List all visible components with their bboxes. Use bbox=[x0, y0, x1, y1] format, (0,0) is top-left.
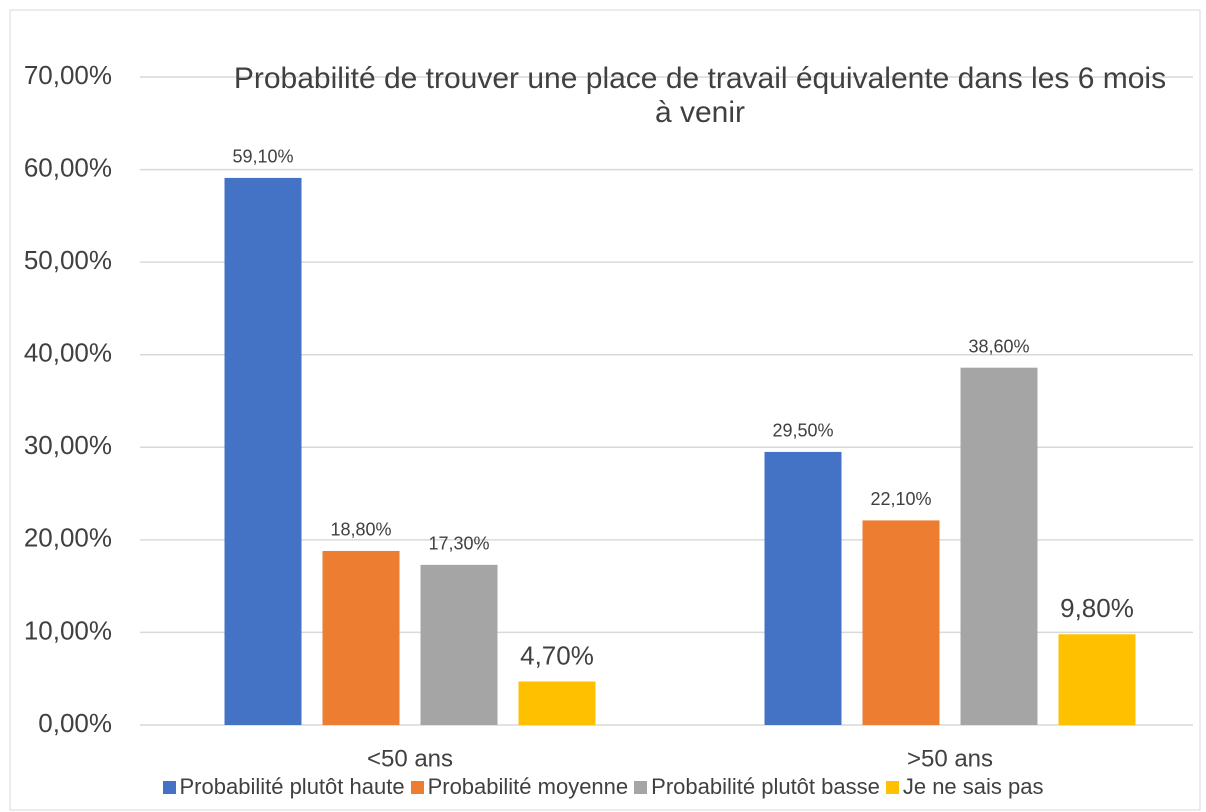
x-tick-label: <50 ans bbox=[367, 745, 453, 772]
data-label: 4,70% bbox=[520, 640, 594, 670]
y-tick-label: 0,00% bbox=[38, 708, 112, 738]
chart-title: Probabilité de trouver une place de trav… bbox=[233, 62, 1167, 129]
data-label: 17,30% bbox=[428, 534, 489, 554]
x-tick-label: >50 ans bbox=[907, 745, 993, 772]
data-label: 22,10% bbox=[870, 489, 931, 509]
data-label: 18,80% bbox=[330, 520, 391, 540]
bar bbox=[420, 564, 498, 725]
legend-swatch bbox=[410, 780, 424, 794]
legend-item: Probabilité plutôt basse bbox=[634, 774, 880, 800]
legend-label: Probabilité plutôt basse bbox=[651, 774, 880, 799]
bar bbox=[862, 520, 940, 725]
y-tick-label: 40,00% bbox=[24, 338, 112, 368]
y-tick-label: 30,00% bbox=[24, 430, 112, 460]
chart-border bbox=[9, 9, 1201, 811]
bar bbox=[960, 367, 1038, 725]
y-tick-label: 10,00% bbox=[24, 615, 112, 645]
data-label: 9,80% bbox=[1060, 593, 1134, 623]
legend-swatch bbox=[162, 780, 176, 794]
legend-swatch bbox=[885, 780, 899, 794]
bar bbox=[764, 451, 842, 725]
legend: Probabilité plutôt haute Probabilité moye… bbox=[0, 774, 1206, 800]
legend-item: Probabilité moyenne bbox=[410, 774, 629, 800]
legend-label: Je ne sais pas bbox=[902, 774, 1044, 799]
legend-label: Probabilité moyenne bbox=[427, 774, 629, 799]
bar bbox=[322, 550, 400, 725]
data-label: 29,50% bbox=[772, 421, 833, 441]
y-tick-label: 20,00% bbox=[24, 523, 112, 553]
legend-item: Probabilité plutôt haute bbox=[162, 774, 405, 800]
y-tick-label: 50,00% bbox=[24, 245, 112, 275]
y-tick-label: 70,00% bbox=[24, 60, 112, 90]
data-label: 38,60% bbox=[968, 336, 1029, 356]
bar bbox=[1058, 634, 1136, 725]
legend-item: Je ne sais pas bbox=[885, 774, 1044, 800]
legend-label: Probabilité plutôt haute bbox=[179, 774, 405, 799]
y-tick-label: 60,00% bbox=[24, 152, 112, 182]
data-label: 59,10% bbox=[232, 147, 293, 167]
bar bbox=[518, 681, 596, 725]
bar bbox=[224, 177, 302, 726]
legend-swatch bbox=[634, 780, 648, 794]
